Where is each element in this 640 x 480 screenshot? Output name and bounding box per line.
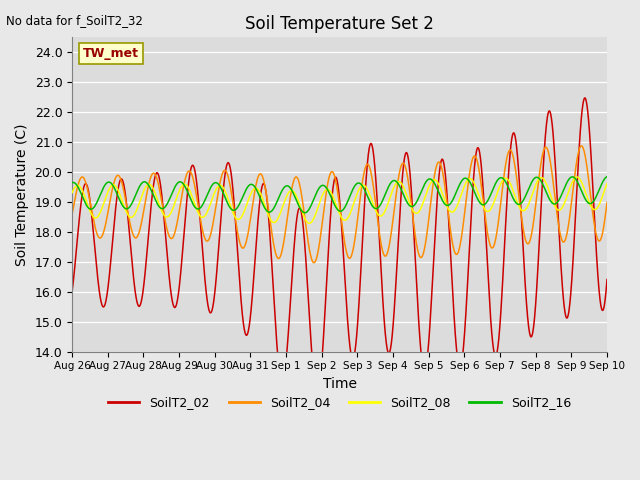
Title: Soil Temperature Set 2: Soil Temperature Set 2 [245,15,434,33]
Legend: SoilT2_02, SoilT2_04, SoilT2_08, SoilT2_16: SoilT2_02, SoilT2_04, SoilT2_08, SoilT2_… [103,391,576,414]
Text: TW_met: TW_met [83,47,139,60]
Text: No data for f_SoilT2_32: No data for f_SoilT2_32 [6,14,143,27]
Y-axis label: Soil Temperature (C): Soil Temperature (C) [15,123,29,266]
X-axis label: Time: Time [323,377,356,391]
